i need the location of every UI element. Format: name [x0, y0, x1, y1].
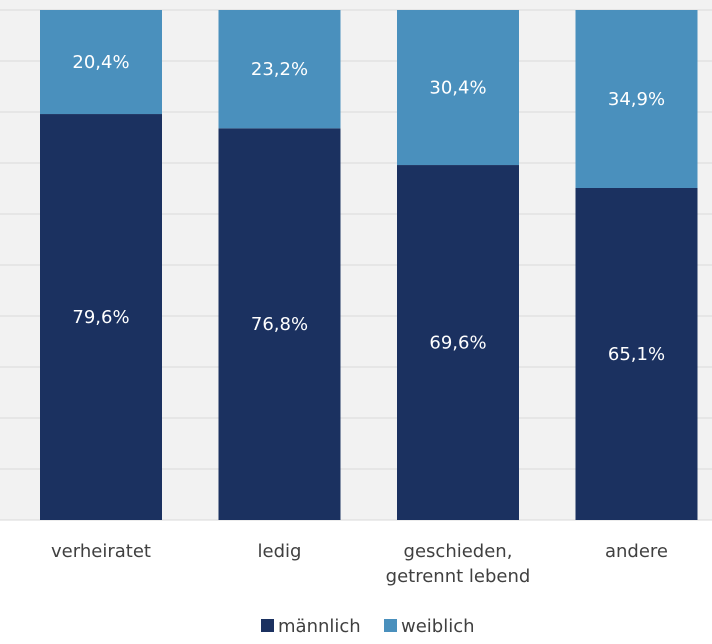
- x-tick-label: geschieden, getrennt lebend: [386, 541, 531, 587]
- x-tick-label-line: geschieden,: [404, 541, 513, 562]
- data-label: 65,1%: [608, 344, 665, 365]
- x-tick-label-line: getrennt lebend: [386, 566, 531, 587]
- bar-maennlich-1: [218, 128, 341, 520]
- bar-maennlich-3: [575, 187, 698, 521]
- data-label: 23,2%: [251, 59, 308, 80]
- data-label: 20,4%: [72, 52, 129, 73]
- bar-weiblich-2: [397, 10, 519, 166]
- data-label: 76,8%: [251, 314, 308, 335]
- data-label: 34,9%: [608, 89, 665, 110]
- data-label: 79,6%: [72, 307, 129, 328]
- data-label: 30,4%: [429, 78, 486, 99]
- data-label: 69,6%: [429, 333, 486, 354]
- x-tick-label-line: ledig: [258, 541, 302, 562]
- bar-maennlich-0: [40, 114, 162, 520]
- x-tick-label-line: andere: [605, 541, 668, 562]
- legend-label-weiblich: weiblich: [401, 616, 475, 637]
- bar-weiblich-0: [40, 10, 162, 115]
- x-tick-label-line: verheiratet: [51, 541, 151, 562]
- legend-swatch-weiblich: [384, 619, 397, 632]
- x-tick-label: verheiratet: [51, 541, 151, 562]
- legend-label-maennlich: männlich: [278, 616, 361, 637]
- legend-swatch-maennlich: [261, 619, 274, 632]
- bar-weiblich-1: [218, 10, 341, 129]
- bar-weiblich-3: [575, 10, 698, 188]
- x-tick-label: andere: [605, 541, 668, 562]
- x-tick-label: ledig: [258, 541, 302, 562]
- bar-maennlich-2: [397, 165, 519, 521]
